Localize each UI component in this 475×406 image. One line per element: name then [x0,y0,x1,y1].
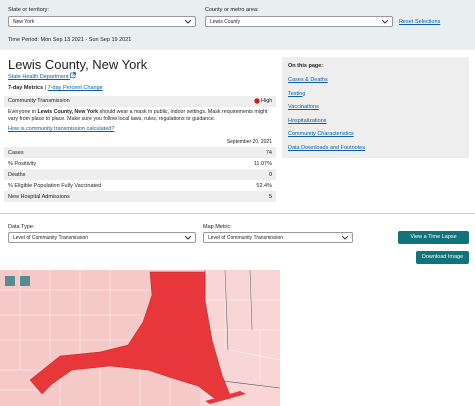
msg-part: should wear a mask in public, indoor set… [8,109,268,122]
time-lapse-button[interactable]: View a Time Lapse [398,231,469,244]
otp-link[interactable]: Cases & Deaths [288,77,328,83]
metric-value: Level of Community Transmission [208,235,284,241]
metric-name: Deaths [8,172,26,178]
county-label: County or metro area: [205,7,259,13]
metric-label: Map Metric: [203,224,232,230]
download-button[interactable]: Download Image [416,251,469,264]
on-this-page-box [282,57,469,158]
tab-separator: | [44,85,47,91]
data-type-label: Data Type: [8,224,35,230]
metric-value: 5 [268,194,272,200]
table-row: Cases 74 [4,147,276,158]
tab-active[interactable]: 7-day Metrics [8,85,44,91]
chevron [382,20,388,24]
metric-value: 52.4% [256,183,272,189]
otp-link[interactable]: Community Characteristics [288,131,354,138]
reset-link[interactable]: Reset Selections [399,19,441,25]
data-type-value: Level of Community Transmission [13,235,89,241]
mask-message: Everyone in Lewis County, New York shoul… [8,109,274,123]
external-icon [70,72,76,78]
metric-name: % Positivity [8,161,37,167]
table-row: % Positivity 11.07% [4,158,276,169]
metric-value: 0 [268,172,272,178]
county-title: Lewis County, New York [8,57,148,72]
state-value: New York [13,19,35,25]
state-select[interactable]: New York [8,16,196,27]
transmission-label: Community Transmission [8,98,70,104]
time-period: Time Period: Mon Sep 13 2021 - Sun Sep 1… [8,37,132,43]
otp-link[interactable]: Testing [288,90,306,97]
level-dot [254,98,260,104]
chevron [342,236,348,240]
tab-link[interactable]: 7-day Percent Change [47,85,103,91]
level-text: High [261,98,273,104]
msg-part: Everyone in [8,109,38,115]
map [0,270,281,406]
metric-tabs: 7-day Metrics | 7-day Percent Change [8,85,103,91]
otp-title: On this page: [288,63,324,69]
metric-value: 11.07% [253,161,272,167]
otp-link[interactable]: Data Downloads and Footnotes [288,145,366,151]
chevron [185,236,191,240]
county-value: Lewis County [210,19,241,25]
metric-value: 74 [265,150,272,156]
table-row: % Eligible Population Fully Vaccinated 52… [4,180,276,191]
metric-name: New Hospital Admissions [8,194,70,200]
health-link[interactable]: State Health Department [8,72,76,80]
metric-select[interactable]: Level of Community Transmission [203,232,353,243]
health-link-text: State Health Department [8,74,69,80]
table-row: New Hospital Admissions 5 [4,191,276,202]
otp-link[interactable]: Hospitalizations [288,117,327,124]
how-link[interactable]: How is community transmission calculated… [8,126,115,132]
msg-county: Lewis County, New York [37,109,99,115]
metric-name: % Eligible Population Fully Vaccinated [8,183,102,189]
table-date: September 20, 2021 [226,139,272,145]
otp-link[interactable]: Vaccinations [288,104,319,111]
county-select[interactable]: Lewis County [205,16,393,27]
divider [0,213,475,214]
chevron [185,20,191,24]
transmission-row [4,96,276,107]
table-row: Deaths 0 [4,169,276,180]
metric-name: Cases [8,150,24,156]
data-type-select[interactable]: Level of Community Transmission [8,232,196,243]
state-label: State or territory: [8,7,49,13]
